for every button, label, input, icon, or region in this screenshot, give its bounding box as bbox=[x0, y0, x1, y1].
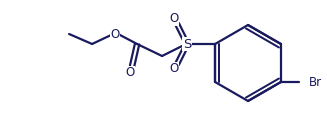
Text: O: O bbox=[169, 62, 179, 75]
Text: O: O bbox=[111, 28, 120, 40]
Text: Br: Br bbox=[309, 75, 322, 89]
Text: O: O bbox=[169, 12, 179, 26]
Text: S: S bbox=[183, 37, 191, 50]
Text: O: O bbox=[126, 67, 135, 80]
